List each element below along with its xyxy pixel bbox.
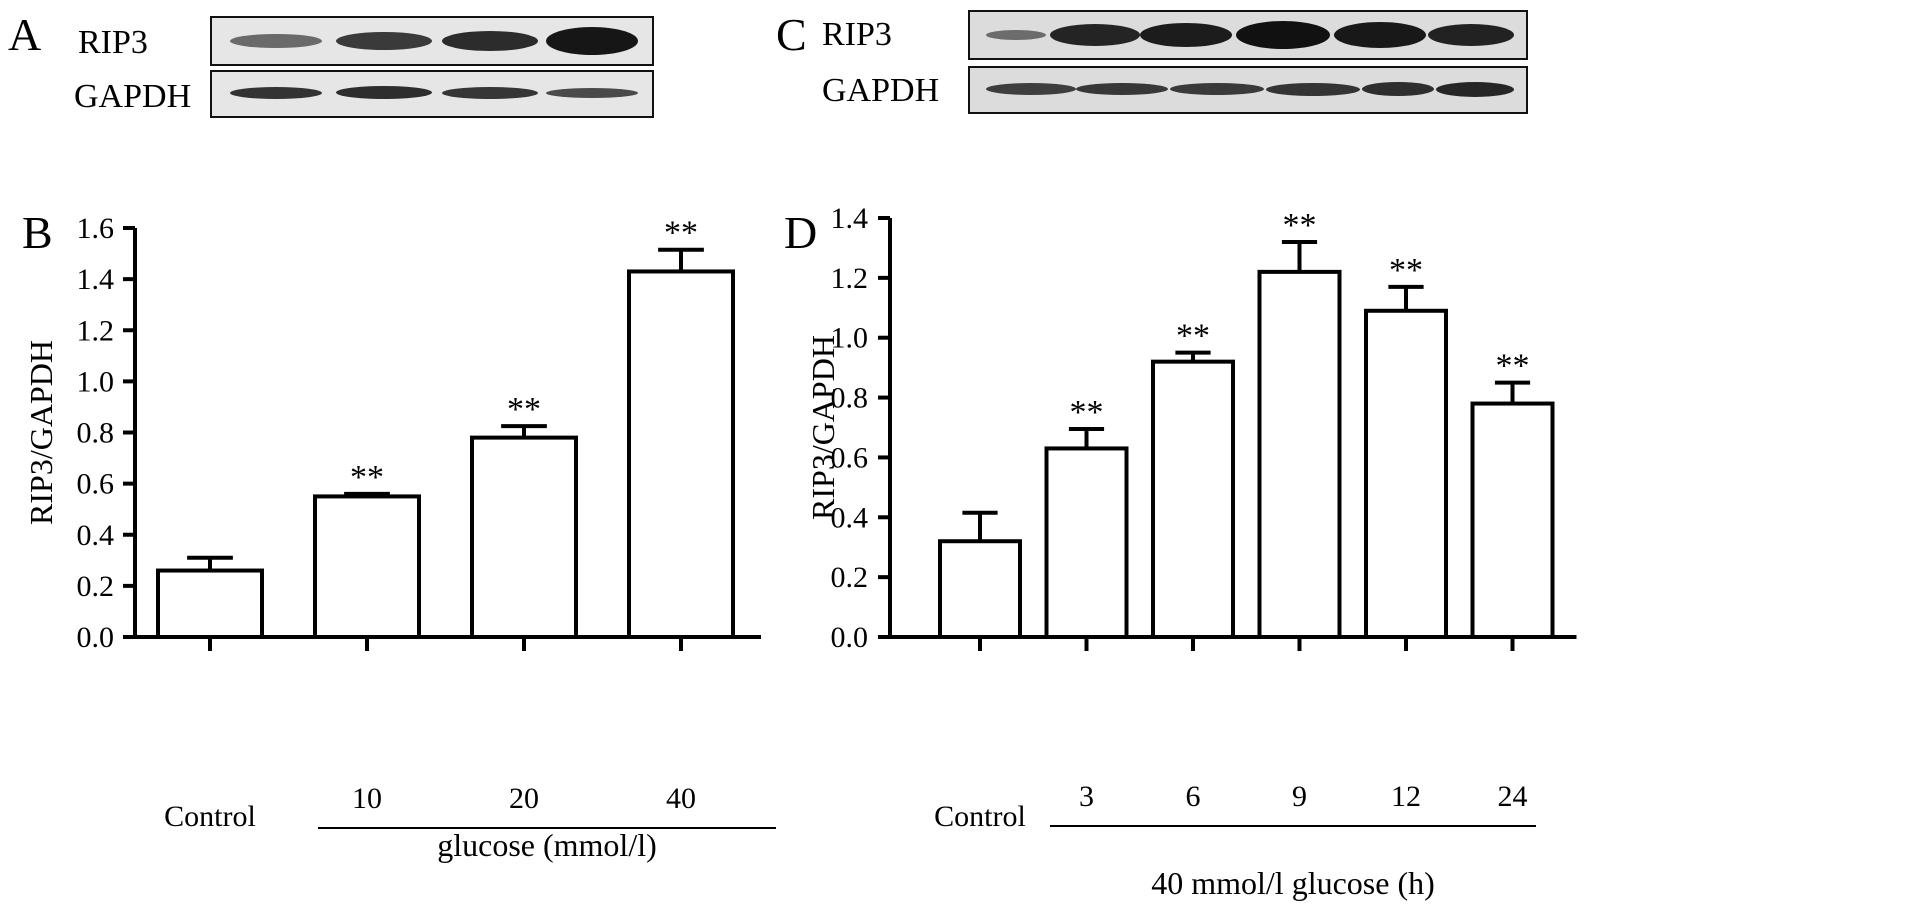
x-tick-label: 40 [666,782,696,815]
blot-c-rip3-strip [968,10,1528,60]
blot-a-rip3-label: RIP3 [78,24,148,61]
bar [938,539,1022,640]
significance-label: ** [1070,394,1104,431]
x-tick-label: 9 [1292,780,1307,813]
x-tick-label: 6 [1186,780,1201,813]
band [230,34,322,48]
blot-a-rip3-strip [210,16,654,66]
band [230,87,322,99]
significance-label: ** [1389,252,1423,289]
significance-label: ** [664,215,698,252]
y-tick-label: 0.0 [77,621,115,654]
panel-c-letter: C [776,9,807,60]
y-tick-label: 0.6 [831,441,869,474]
y-tick-label: 1.2 [77,314,115,347]
y-tick-label: 0.2 [77,570,115,603]
band [1140,23,1232,47]
significance-label: ** [1176,318,1210,355]
x-tick-label: 3 [1079,780,1094,813]
band [986,83,1076,95]
bar [313,494,421,639]
panel-letter: B [22,207,53,258]
bar [1364,308,1448,639]
y-axis-label: RIP3/GAPDH [805,335,841,520]
y-tick-label: 0.0 [831,621,869,654]
y-tick-label: 1.0 [77,365,115,398]
y-tick-label: 1.6 [77,212,115,245]
x-axis-label: glucose (mmol/l) [437,827,657,863]
band [336,32,432,50]
band [442,31,538,51]
y-tick-label: 0.8 [831,382,869,415]
band [1266,83,1360,96]
x-tick-label: 12 [1391,780,1421,813]
x-tick-label: Control [164,800,256,833]
y-axis-label: RIP3/GAPDH [23,340,59,525]
band [1170,83,1264,95]
band [1362,82,1434,96]
band [1050,24,1140,46]
blot-a-gapdh-strip [210,70,654,118]
x-axis-label: 40 mmol/l glucose (h) [1151,865,1435,901]
x-tick-label: Control [934,800,1026,833]
y-tick-label: 0.2 [831,561,869,594]
blot-c-rip3-label: RIP3 [822,16,892,53]
bar [627,269,735,639]
y-tick-label: 0.8 [77,417,115,450]
significance-label: ** [350,459,384,496]
bar [1044,446,1129,640]
band [442,87,538,99]
band [546,27,638,55]
band [1076,83,1168,95]
band [336,86,432,99]
significance-label: ** [507,391,541,428]
band [1334,22,1426,48]
blot-c-gapdh-label: GAPDH [822,72,940,109]
bar [470,435,578,639]
band [986,30,1046,40]
x-tick-label: 10 [352,782,382,815]
panel-a-letter: A [8,9,42,60]
y-tick-label: 0.4 [77,519,115,552]
blot-c-gapdh-strip [968,66,1528,114]
bar [1470,401,1555,639]
y-tick-label: 1.4 [831,202,869,235]
band [1428,24,1514,46]
y-tick-label: 0.6 [77,468,115,501]
band [1236,21,1330,49]
x-tick-label: 20 [509,782,539,815]
band [546,88,638,98]
significance-label: ** [1496,348,1530,385]
y-tick-label: 1.0 [831,322,869,355]
x-tick-label: 24 [1498,780,1528,813]
blot-a-gapdh-label: GAPDH [74,78,192,115]
y-tick-label: 1.2 [831,262,869,295]
bar [156,568,264,639]
panel-letter: D [784,207,817,258]
y-tick-label: 1.4 [77,263,115,296]
y-tick-label: 0.4 [831,501,869,534]
bar [1257,269,1342,639]
significance-label: ** [1283,207,1317,244]
band [1436,82,1514,97]
bar [1151,359,1235,639]
